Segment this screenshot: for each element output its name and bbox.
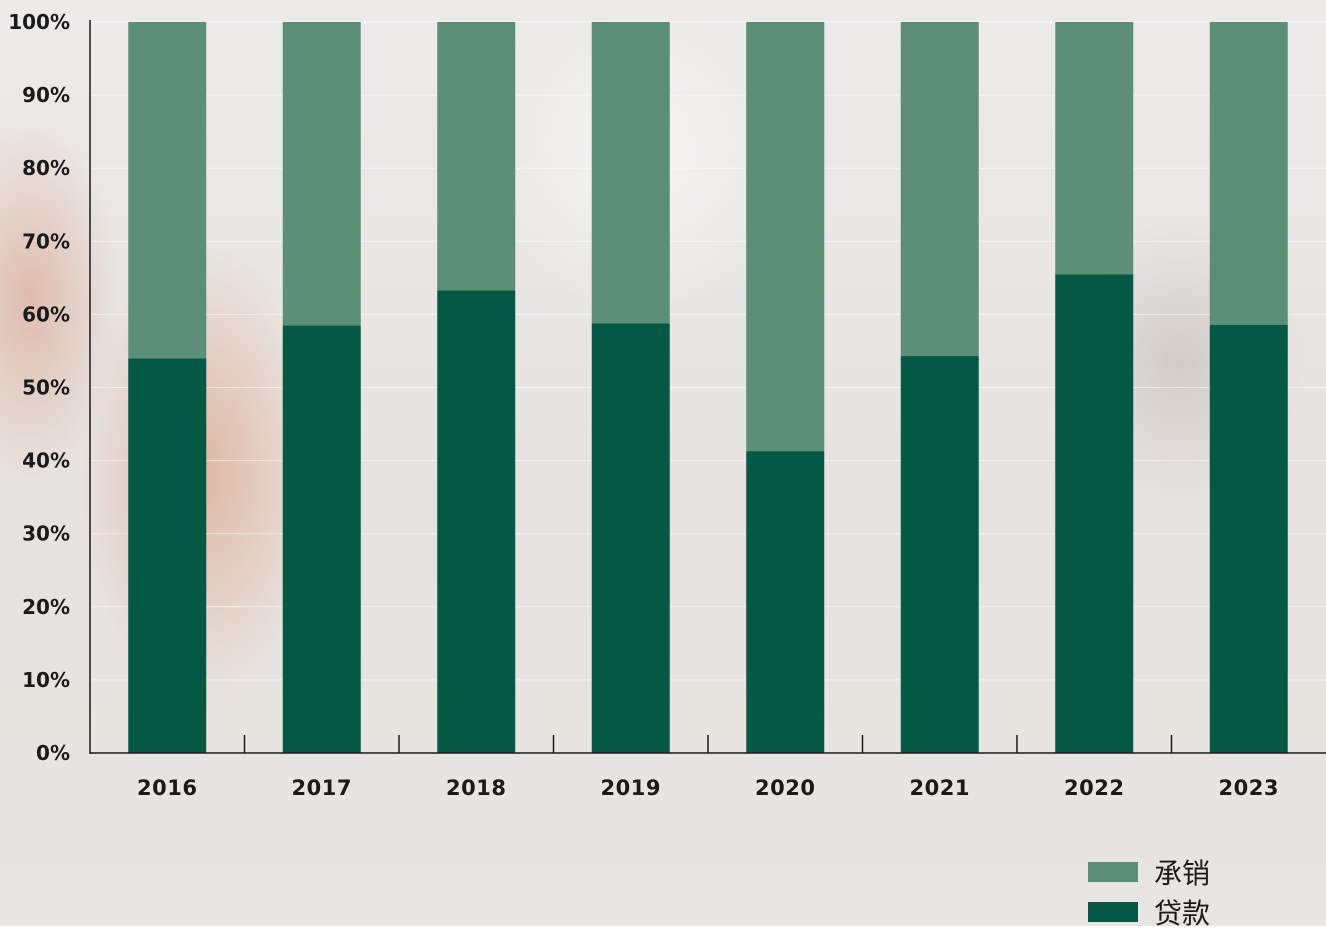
bar-segment-2016-underwriting xyxy=(128,22,207,359)
y-tick-label: 60% xyxy=(22,302,70,326)
y-tick-label: 10% xyxy=(22,668,70,692)
y-tick-label: 90% xyxy=(22,83,70,107)
y-tick-label: 100% xyxy=(8,10,70,34)
legend-swatch-loans xyxy=(1088,902,1138,922)
y-tick-label: 20% xyxy=(22,595,70,619)
y-tick-label: 70% xyxy=(22,229,70,253)
x-axis-category-labels: 2016 2017 2018 2019 2020 2021 2022 2023 xyxy=(137,776,1279,800)
bar-segment-2020-underwriting xyxy=(746,22,825,452)
x-tick-label: 2018 xyxy=(446,776,506,800)
y-tick-label: 50% xyxy=(22,376,70,400)
x-tick-label: 2022 xyxy=(1064,776,1124,800)
legend-label-underwriting: 承销 xyxy=(1154,857,1211,890)
x-tick-label: 2017 xyxy=(292,776,352,800)
x-tick-label: 2020 xyxy=(755,776,815,800)
y-tick-label: 40% xyxy=(22,449,70,473)
bar-segment-2023-underwriting xyxy=(1209,22,1288,325)
axes xyxy=(89,20,1326,754)
x-tick-label: 2019 xyxy=(601,776,661,800)
bar-segment-2016-loans xyxy=(128,358,207,753)
y-axis-tick-labels: 0% 10% 20% 30% 40% 50% 60% 70% 80% 90% 100% xyxy=(8,10,70,765)
legend-swatch-underwriting xyxy=(1088,862,1138,882)
x-tick-label: 2023 xyxy=(1219,776,1279,800)
legend-label-loans: 贷款 xyxy=(1154,897,1211,930)
bar-segment-2023-loans xyxy=(1209,324,1288,753)
x-tick-label: 2021 xyxy=(910,776,970,800)
bar-segment-2020-loans xyxy=(746,451,825,753)
legend-item-underwriting: 承销 xyxy=(1088,852,1288,892)
legend: 承销 贷款 xyxy=(1088,852,1288,932)
bar-segment-2021-loans xyxy=(900,356,979,753)
bar-segment-2017-underwriting xyxy=(282,22,361,326)
bar-segment-2019-underwriting xyxy=(591,22,670,324)
gridlines xyxy=(90,21,1326,681)
bar-segment-2019-loans xyxy=(591,323,670,753)
bar-segment-2017-loans xyxy=(282,325,361,753)
bar-segment-2018-underwriting xyxy=(437,22,516,291)
x-tick-label: 2016 xyxy=(137,776,197,800)
legend-item-loans: 贷款 xyxy=(1088,892,1288,932)
bar-segment-2018-loans xyxy=(437,290,516,753)
bar-segment-2022-underwriting xyxy=(1055,22,1134,275)
y-tick-label: 30% xyxy=(22,522,70,546)
y-tick-label: 80% xyxy=(22,156,70,180)
bar-segment-2021-underwriting xyxy=(900,22,979,357)
y-tick-label: 0% xyxy=(36,741,70,765)
bar-segment-2022-loans xyxy=(1055,274,1134,753)
bars xyxy=(128,22,1288,753)
